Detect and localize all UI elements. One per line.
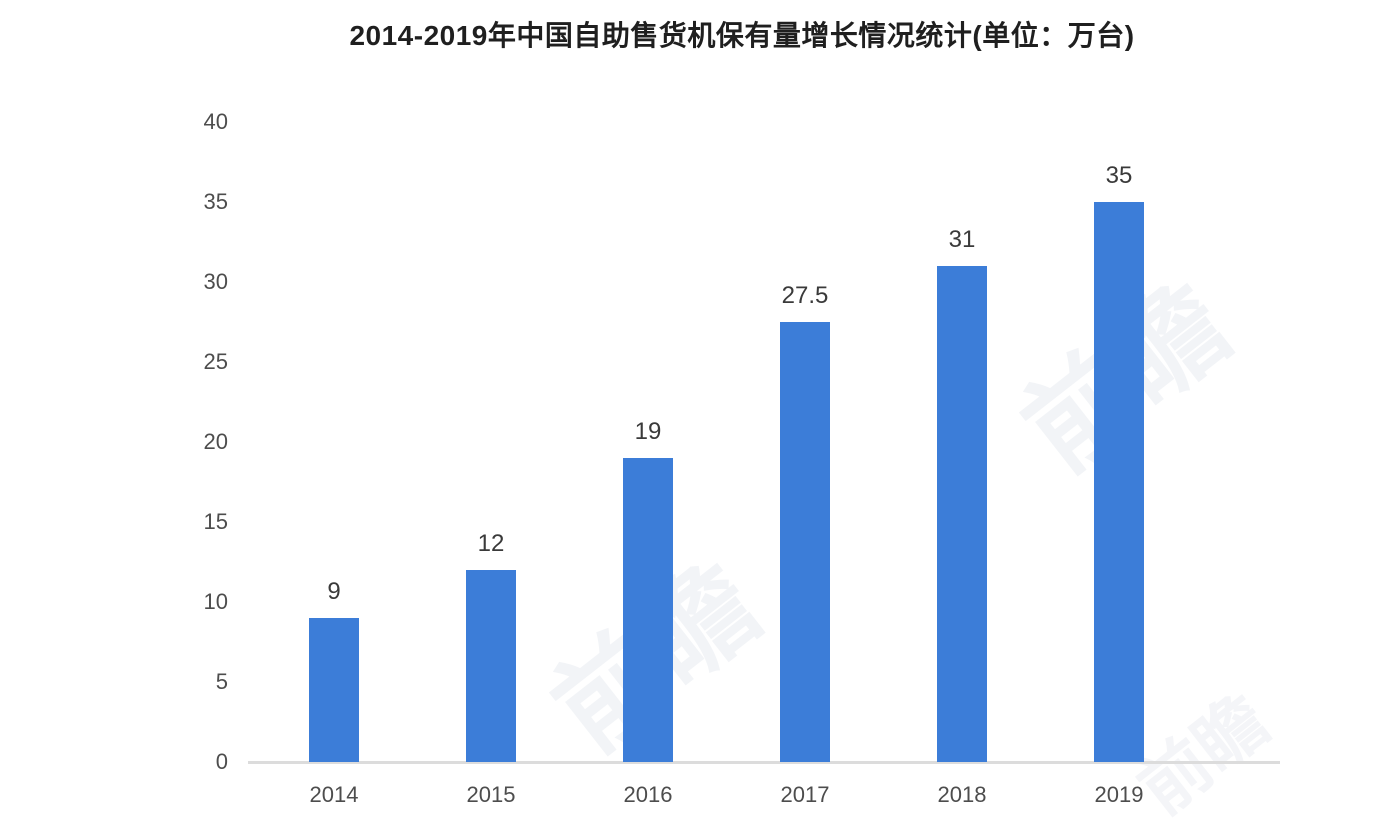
bar-value-label: 12 [477, 530, 505, 557]
y-axis-tick-label: 40 [203, 109, 228, 134]
bar-2016 [623, 458, 673, 762]
bar-2015 [466, 570, 516, 762]
x-axis-category-label: 2018 [937, 782, 987, 807]
x-axis-category-label: 2017 [780, 782, 830, 807]
bar-value-label: 19 [634, 418, 662, 445]
chart-title: 2014-2019年中国自助售货机保有量增长情况统计(单位：万台) [349, 20, 1135, 51]
bar-value-label: 27.5 [781, 282, 829, 309]
y-axis-tick-label: 20 [203, 429, 228, 454]
bar-2018 [937, 266, 987, 762]
y-axis-tick-label: 0 [215, 749, 228, 774]
x-axis-category-label: 2016 [623, 782, 673, 807]
y-axis-tick-label: 35 [203, 189, 228, 214]
bar-2014 [309, 618, 359, 762]
bar-value-label: 9 [327, 578, 341, 605]
bar-value-label: 31 [948, 226, 976, 253]
bar-value-label: 35 [1105, 162, 1133, 189]
x-axis-category-label: 2019 [1094, 782, 1144, 807]
y-axis-tick-label: 10 [203, 589, 228, 614]
bar-2019 [1094, 202, 1144, 762]
x-axis-line [248, 761, 1280, 764]
x-axis-category-label: 2015 [466, 782, 516, 807]
y-axis-tick-label: 5 [215, 669, 228, 694]
bar-2017 [780, 322, 830, 762]
y-axis-tick-label: 25 [203, 349, 228, 374]
y-axis-tick-label: 15 [203, 509, 228, 534]
y-axis-tick-label: 30 [203, 269, 228, 294]
x-axis-category-label: 2014 [309, 782, 359, 807]
